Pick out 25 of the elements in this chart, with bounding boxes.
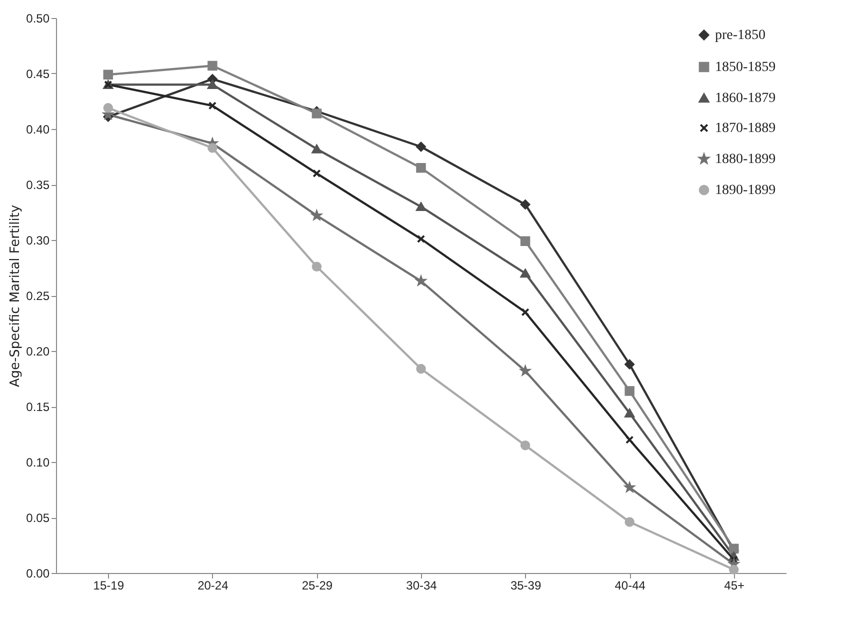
x-tick-label: 30-34	[406, 578, 438, 592]
x-tick-label: 45+	[724, 578, 745, 592]
y-tick-label: 0.35	[26, 178, 50, 192]
legend-label: 1880-1899	[715, 152, 776, 167]
x-tick-label: 20-24	[198, 578, 229, 592]
legend-label: pre-1850	[715, 28, 766, 43]
y-tick-label: 0.00	[26, 566, 50, 580]
y-tick-label: 0.25	[26, 289, 50, 303]
x-tick-label: 35-39	[510, 578, 542, 592]
y-tick-label: 0.40	[26, 122, 50, 136]
x-tick-label: 40-44	[614, 578, 646, 592]
y-tick-label: 0.50	[26, 12, 50, 26]
legend-label: 1850-1859	[715, 60, 776, 75]
y-tick-label: 0.10	[26, 456, 50, 470]
y-tick-label: 0.30	[26, 234, 50, 248]
legend-label: 1890-1899	[715, 183, 776, 198]
y-tick-label: 0.20	[26, 344, 50, 358]
y-tick-label: 0.15	[26, 400, 50, 414]
x-tick-label: 15-19	[93, 578, 124, 592]
x-tick-label: 25-29	[302, 578, 333, 592]
y-axis-title: Age-Specific Marital Fertility	[8, 204, 24, 388]
legend-label: 1870-1889	[715, 121, 776, 136]
legend-label: 1860-1879	[715, 91, 776, 106]
y-tick-label: 0.45	[26, 67, 50, 81]
y-tick-label: 0.05	[26, 511, 50, 525]
